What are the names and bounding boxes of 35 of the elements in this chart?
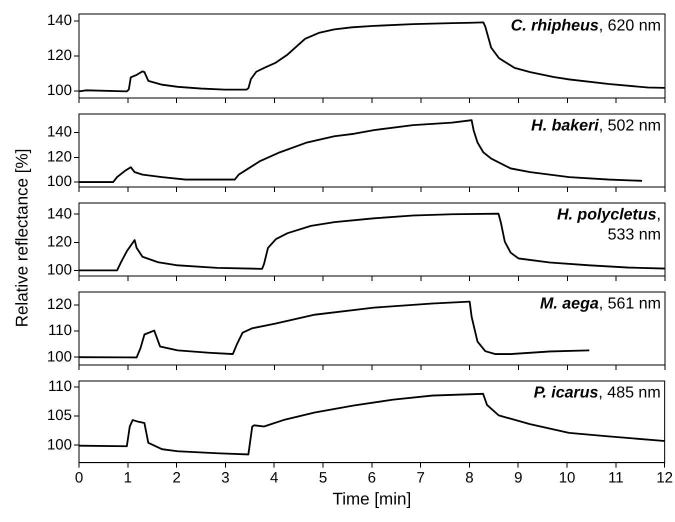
annotation: H. polycletus, 533 nm bbox=[556, 206, 662, 244]
y-tick-label: 120 bbox=[46, 47, 72, 64]
x-tick-label: 4 bbox=[270, 470, 278, 487]
annotation: M. aega, 561 nm bbox=[540, 295, 662, 312]
y-tick-label: 100 bbox=[46, 173, 72, 190]
y-tick-label: 140 bbox=[46, 205, 72, 222]
y-tick-label: 140 bbox=[46, 12, 72, 30]
y-tick-label: 100 bbox=[46, 436, 72, 454]
x-tick-label: 6 bbox=[368, 470, 376, 487]
y-tick-label: 100 bbox=[46, 82, 72, 100]
y-tick-label: 100 bbox=[46, 262, 72, 279]
x-tick-label: 7 bbox=[416, 470, 425, 487]
x-tick-label: 5 bbox=[318, 470, 328, 487]
y-tick-label: 120 bbox=[46, 296, 72, 314]
y-tick-label: 120 bbox=[46, 148, 72, 166]
x-tick-label: 0 bbox=[74, 470, 84, 487]
y-tick-label: 105 bbox=[46, 407, 72, 424]
y-tick-label: 110 bbox=[48, 378, 72, 395]
y-tick-label: 110 bbox=[48, 322, 72, 340]
x-tick-label: 11 bbox=[608, 470, 624, 487]
y-tick-label: 140 bbox=[46, 124, 72, 141]
x-axis-title: Time [min] bbox=[332, 489, 412, 508]
x-tick-label: 3 bbox=[221, 470, 230, 487]
annotation: P. icarus, 485 nm bbox=[534, 384, 661, 402]
annotation: C. rhipheus, 620 nm bbox=[510, 17, 662, 34]
x-tick-label: 12 bbox=[656, 470, 673, 487]
annotation: H. bakeri, 502 nm bbox=[531, 117, 662, 134]
x-tick-label: 2 bbox=[172, 470, 181, 487]
x-tick-label: 1 bbox=[124, 470, 132, 487]
x-tick-label: 9 bbox=[514, 470, 522, 487]
y-tick-label: 120 bbox=[46, 233, 72, 250]
y-tick-label: 100 bbox=[46, 348, 72, 366]
x-tick-label: 10 bbox=[558, 470, 576, 487]
x-tick-label: 8 bbox=[465, 470, 474, 487]
y-axis-title: Relative reflectance [%] bbox=[12, 149, 32, 328]
